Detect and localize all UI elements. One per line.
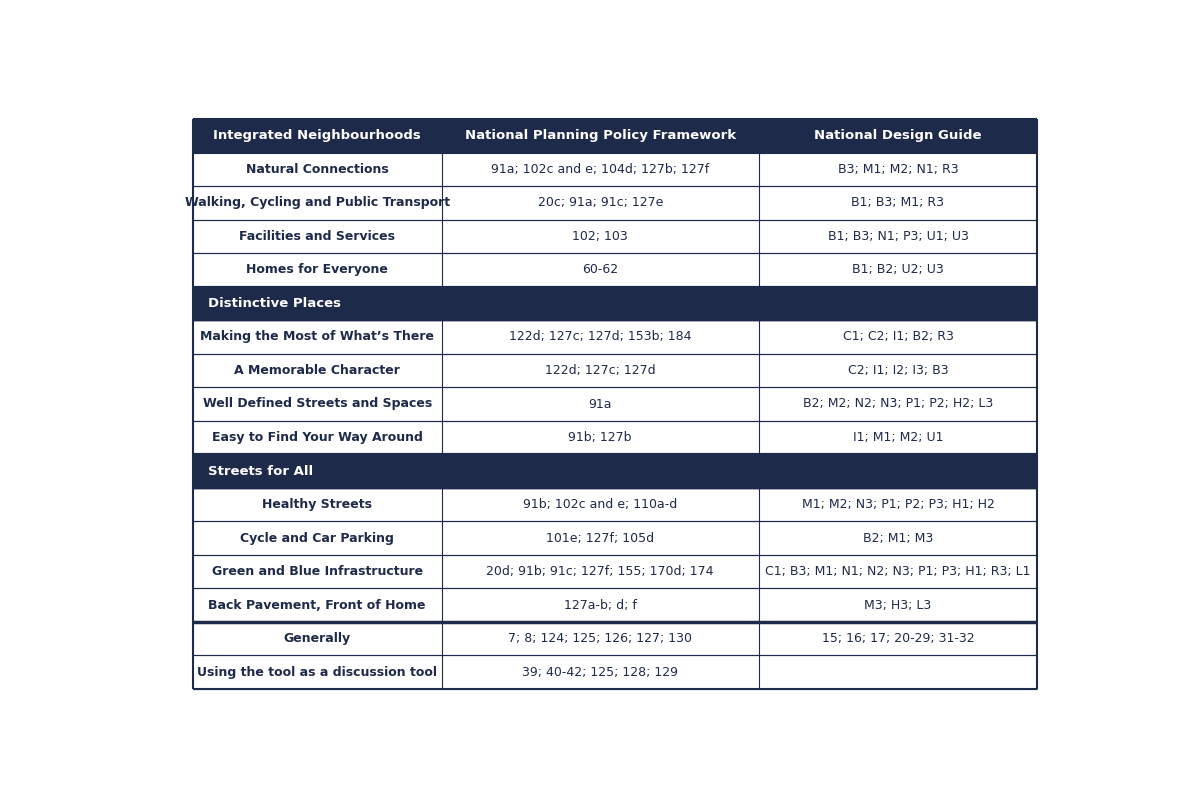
- Text: 60-62: 60-62: [582, 263, 618, 277]
- Text: Distinctive Places: Distinctive Places: [208, 297, 341, 310]
- Bar: [193, 286, 1037, 320]
- Text: 122d; 127c; 127d; 153b; 184: 122d; 127c; 127d; 153b; 184: [509, 330, 691, 343]
- Bar: [442, 588, 758, 622]
- Text: Facilities and Services: Facilities and Services: [239, 230, 395, 243]
- Bar: [193, 622, 442, 655]
- Text: Healthy Streets: Healthy Streets: [263, 498, 372, 511]
- Bar: [758, 320, 1037, 354]
- Bar: [193, 186, 442, 220]
- Text: 15; 16; 17; 20-29; 31-32: 15; 16; 17; 20-29; 31-32: [822, 632, 974, 645]
- Text: 122d; 127c; 127d: 122d; 127c; 127d: [545, 364, 655, 377]
- Bar: [758, 253, 1037, 286]
- Bar: [758, 421, 1037, 454]
- Text: 7; 8; 124; 125; 126; 127; 130: 7; 8; 124; 125; 126; 127; 130: [509, 632, 692, 645]
- Bar: [758, 186, 1037, 220]
- Bar: [758, 622, 1037, 655]
- Text: C1; B3; M1; N1; N2; N3; P1; P3; H1; R3; L1: C1; B3; M1; N1; N2; N3; P1; P3; H1; R3; …: [766, 565, 1031, 578]
- Text: B1; B3; N1; P3; U1; U3: B1; B3; N1; P3; U1; U3: [828, 230, 968, 243]
- Bar: [442, 421, 758, 454]
- Text: 91a; 102c and e; 104d; 127b; 127f: 91a; 102c and e; 104d; 127b; 127f: [491, 163, 709, 176]
- Text: Green and Blue Infrastructure: Green and Blue Infrastructure: [211, 565, 422, 578]
- Text: I1; M1; M2; U1: I1; M1; M2; U1: [853, 431, 943, 444]
- Bar: [193, 454, 1037, 488]
- Bar: [442, 522, 758, 555]
- Text: C1; C2; I1; B2; R3: C1; C2; I1; B2; R3: [842, 330, 954, 343]
- Bar: [193, 320, 442, 354]
- Bar: [442, 387, 758, 421]
- Bar: [193, 153, 442, 186]
- Text: Easy to Find Your Way Around: Easy to Find Your Way Around: [211, 431, 422, 444]
- Text: B2; M1; M3: B2; M1; M3: [863, 531, 934, 545]
- Bar: [442, 655, 758, 689]
- Bar: [758, 522, 1037, 555]
- Text: 91a: 91a: [588, 398, 612, 410]
- Text: A Memorable Character: A Memorable Character: [234, 364, 400, 377]
- Text: Making the Most of What’s There: Making the Most of What’s There: [200, 330, 434, 343]
- Text: B3; M1; M2; N1; R3: B3; M1; M2; N1; R3: [838, 163, 959, 176]
- Text: 101e; 127f; 105d: 101e; 127f; 105d: [546, 531, 654, 545]
- Text: Walking, Cycling and Public Transport: Walking, Cycling and Public Transport: [185, 196, 450, 210]
- Text: Back Pavement, Front of Home: Back Pavement, Front of Home: [209, 598, 426, 612]
- Bar: [193, 387, 442, 421]
- Text: Cycle and Car Parking: Cycle and Car Parking: [240, 531, 394, 545]
- Text: Integrated Neighbourhoods: Integrated Neighbourhoods: [214, 130, 421, 142]
- Bar: [193, 220, 442, 253]
- Text: Natural Connections: Natural Connections: [246, 163, 389, 176]
- Text: B1; B2; U2; U3: B1; B2; U2; U3: [852, 263, 944, 277]
- Bar: [193, 354, 442, 387]
- Bar: [758, 354, 1037, 387]
- Bar: [442, 253, 758, 286]
- Bar: [193, 522, 442, 555]
- Bar: [193, 655, 442, 689]
- Bar: [442, 186, 758, 220]
- Bar: [193, 253, 442, 286]
- Text: M3; H3; L3: M3; H3; L3: [864, 598, 931, 612]
- Text: National Design Guide: National Design Guide: [815, 130, 982, 142]
- Bar: [193, 119, 442, 153]
- Text: Using the tool as a discussion tool: Using the tool as a discussion tool: [197, 666, 437, 678]
- Bar: [442, 153, 758, 186]
- Bar: [758, 119, 1037, 153]
- Bar: [758, 588, 1037, 622]
- Text: Well Defined Streets and Spaces: Well Defined Streets and Spaces: [203, 398, 432, 410]
- Text: 91b; 102c and e; 110a-d: 91b; 102c and e; 110a-d: [523, 498, 677, 511]
- Text: B2; M2; N2; N3; P1; P2; H2; L3: B2; M2; N2; N3; P1; P2; H2; L3: [803, 398, 994, 410]
- Bar: [193, 421, 442, 454]
- Bar: [442, 119, 758, 153]
- Text: Homes for Everyone: Homes for Everyone: [246, 263, 388, 277]
- Bar: [758, 555, 1037, 588]
- Text: 20d; 91b; 91c; 127f; 155; 170d; 174: 20d; 91b; 91c; 127f; 155; 170d; 174: [486, 565, 714, 578]
- Text: M1; M2; N3; P1; P2; P3; H1; H2: M1; M2; N3; P1; P2; P3; H1; H2: [802, 498, 995, 511]
- Bar: [442, 555, 758, 588]
- Text: National Planning Policy Framework: National Planning Policy Framework: [464, 130, 736, 142]
- Text: 20c; 91a; 91c; 127e: 20c; 91a; 91c; 127e: [538, 196, 662, 210]
- Text: Generally: Generally: [283, 632, 350, 645]
- Text: C2; I1; I2; I3; B3: C2; I1; I2; I3; B3: [847, 364, 948, 377]
- Bar: [758, 488, 1037, 522]
- Bar: [758, 220, 1037, 253]
- Text: 102; 103: 102; 103: [572, 230, 628, 243]
- Text: B1; B3; M1; R3: B1; B3; M1; R3: [852, 196, 944, 210]
- Text: 91b; 127b: 91b; 127b: [569, 431, 632, 444]
- Bar: [442, 354, 758, 387]
- Bar: [442, 220, 758, 253]
- Bar: [442, 488, 758, 522]
- Bar: [758, 655, 1037, 689]
- Bar: [442, 320, 758, 354]
- Text: Streets for All: Streets for All: [208, 465, 313, 478]
- Bar: [193, 488, 442, 522]
- Bar: [193, 555, 442, 588]
- Bar: [758, 387, 1037, 421]
- Bar: [193, 588, 442, 622]
- Text: 39; 40-42; 125; 128; 129: 39; 40-42; 125; 128; 129: [522, 666, 678, 678]
- Bar: [758, 153, 1037, 186]
- Text: 127a-b; d; f: 127a-b; d; f: [564, 598, 637, 612]
- Bar: [442, 622, 758, 655]
